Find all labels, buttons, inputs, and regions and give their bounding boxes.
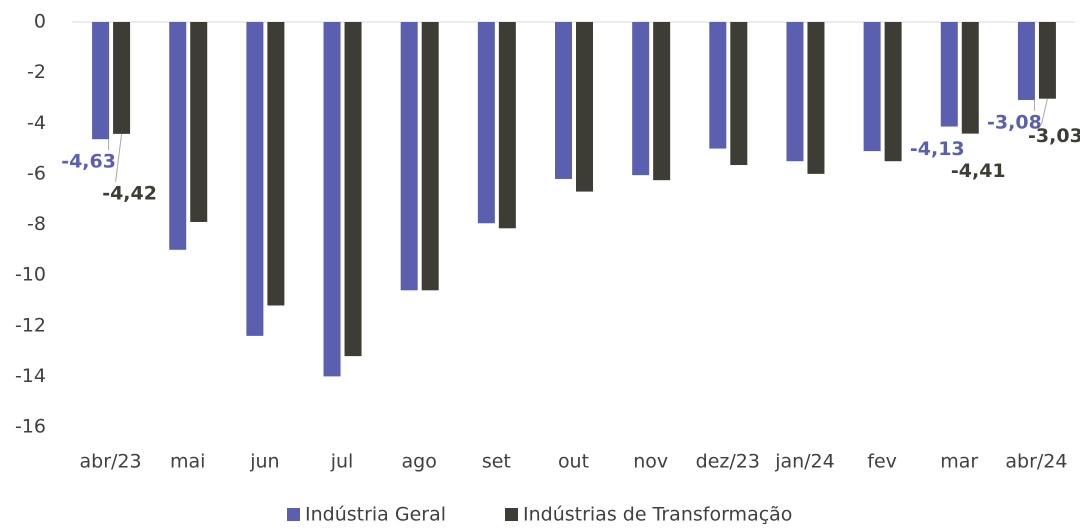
legend-label: Indústria Geral — [305, 504, 446, 526]
bar — [169, 22, 187, 250]
bar — [113, 22, 131, 134]
bar — [477, 22, 495, 224]
x-tick-label: abr/23 — [80, 451, 142, 473]
x-tick-label: set — [482, 451, 511, 473]
bar — [498, 22, 516, 229]
bar — [653, 22, 671, 181]
x-tick-label: mar — [940, 451, 978, 473]
bar — [863, 22, 881, 152]
bar — [1038, 22, 1056, 99]
y-tick-label: -8 — [27, 213, 46, 235]
bar — [190, 22, 208, 222]
bar — [961, 22, 979, 134]
bar — [807, 22, 825, 174]
bar — [1017, 22, 1035, 100]
data-label: -4,42 — [102, 182, 157, 204]
x-tick-label: jul — [330, 451, 354, 473]
x-tick-label: fev — [867, 451, 897, 473]
x-tick-label: dez/23 — [696, 451, 760, 473]
bar — [709, 22, 727, 149]
bar — [400, 22, 418, 291]
bar — [576, 22, 593, 192]
bar — [940, 22, 958, 127]
y-tick-label: -14 — [15, 365, 46, 387]
leader-line — [115, 133, 123, 182]
y-tick-label: -4 — [27, 112, 46, 134]
bar — [421, 22, 439, 291]
legend-label: Indústrias de Transformação — [523, 504, 792, 526]
bar — [267, 22, 285, 306]
data-label: -4,63 — [61, 151, 116, 173]
data-label: -3,08 — [987, 111, 1042, 133]
y-tick-label: -6 — [27, 162, 46, 184]
data-label: -4,41 — [951, 160, 1006, 182]
bar — [246, 22, 264, 336]
x-tick-label: out — [558, 451, 589, 473]
legend-swatch — [287, 508, 300, 521]
x-tick-label: abr/24 — [1005, 451, 1067, 473]
y-tick-label: -10 — [15, 264, 46, 286]
y-tick-label: -16 — [15, 416, 46, 438]
y-tick-label: -2 — [27, 61, 46, 83]
x-tick-label: jun — [249, 451, 279, 473]
bar — [730, 22, 748, 166]
bar — [632, 22, 650, 176]
bar — [92, 22, 110, 140]
bar — [344, 22, 362, 357]
bar — [786, 22, 804, 162]
y-tick-label: 0 — [34, 11, 46, 33]
data-label: -3,03 — [1028, 125, 1080, 147]
x-tick-label: mai — [170, 451, 205, 473]
bar — [323, 22, 341, 377]
x-tick-label: nov — [633, 451, 668, 473]
bar — [555, 22, 572, 179]
x-tick-label: jan/24 — [774, 451, 835, 473]
y-tick-label: -12 — [15, 314, 46, 336]
bar — [884, 22, 902, 162]
x-tick-label: ago — [402, 451, 437, 473]
data-label: -4,13 — [910, 138, 965, 160]
leader-line — [1040, 98, 1048, 125]
legend-swatch — [505, 508, 518, 521]
